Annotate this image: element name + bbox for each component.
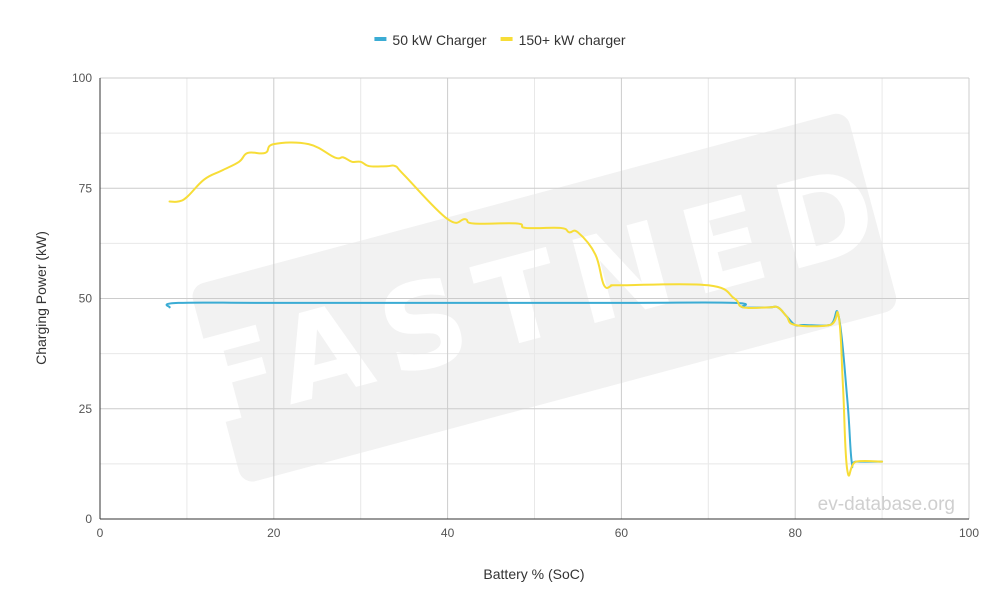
y-tick-label: 25 xyxy=(79,402,93,416)
credit-text: ev-database.org xyxy=(818,494,955,515)
watermark-background xyxy=(192,113,897,482)
x-tick-label: 60 xyxy=(615,526,629,540)
legend: 50 kW Charger 150+ kW charger xyxy=(374,32,626,48)
x-tick-label: 0 xyxy=(97,526,104,540)
legend-swatch xyxy=(374,37,387,41)
legend-item-150kw: 150+ kW charger xyxy=(500,32,626,48)
axes: 0 20 40 60 80 100 0 25 50 75 100 xyxy=(72,71,979,540)
x-tick-label: 20 xyxy=(267,526,281,540)
x-tick-label: 80 xyxy=(789,526,803,540)
y-tick-label: 75 xyxy=(79,181,93,195)
legend-item-50kw: 50 kW Charger xyxy=(374,32,487,48)
series-layer xyxy=(165,141,884,477)
x-tick-label: 100 xyxy=(959,526,979,540)
x-tick-label: 40 xyxy=(441,526,455,540)
y-tick-label: 50 xyxy=(79,292,93,306)
y-tick-label: 100 xyxy=(72,71,92,85)
y-axis-title: Charging Power (kW) xyxy=(33,231,49,365)
legend-label: 150+ kW charger xyxy=(519,32,626,48)
x-axis-title: Battery % (SoC) xyxy=(483,566,584,582)
y-tick-label: 0 xyxy=(85,512,92,526)
legend-swatch xyxy=(500,37,513,41)
legend-label: 50 kW Charger xyxy=(392,32,486,48)
watermark: FASTNED xyxy=(181,113,906,482)
series-line-150kw xyxy=(168,141,884,477)
watermark-text: FASTNED xyxy=(181,135,906,453)
